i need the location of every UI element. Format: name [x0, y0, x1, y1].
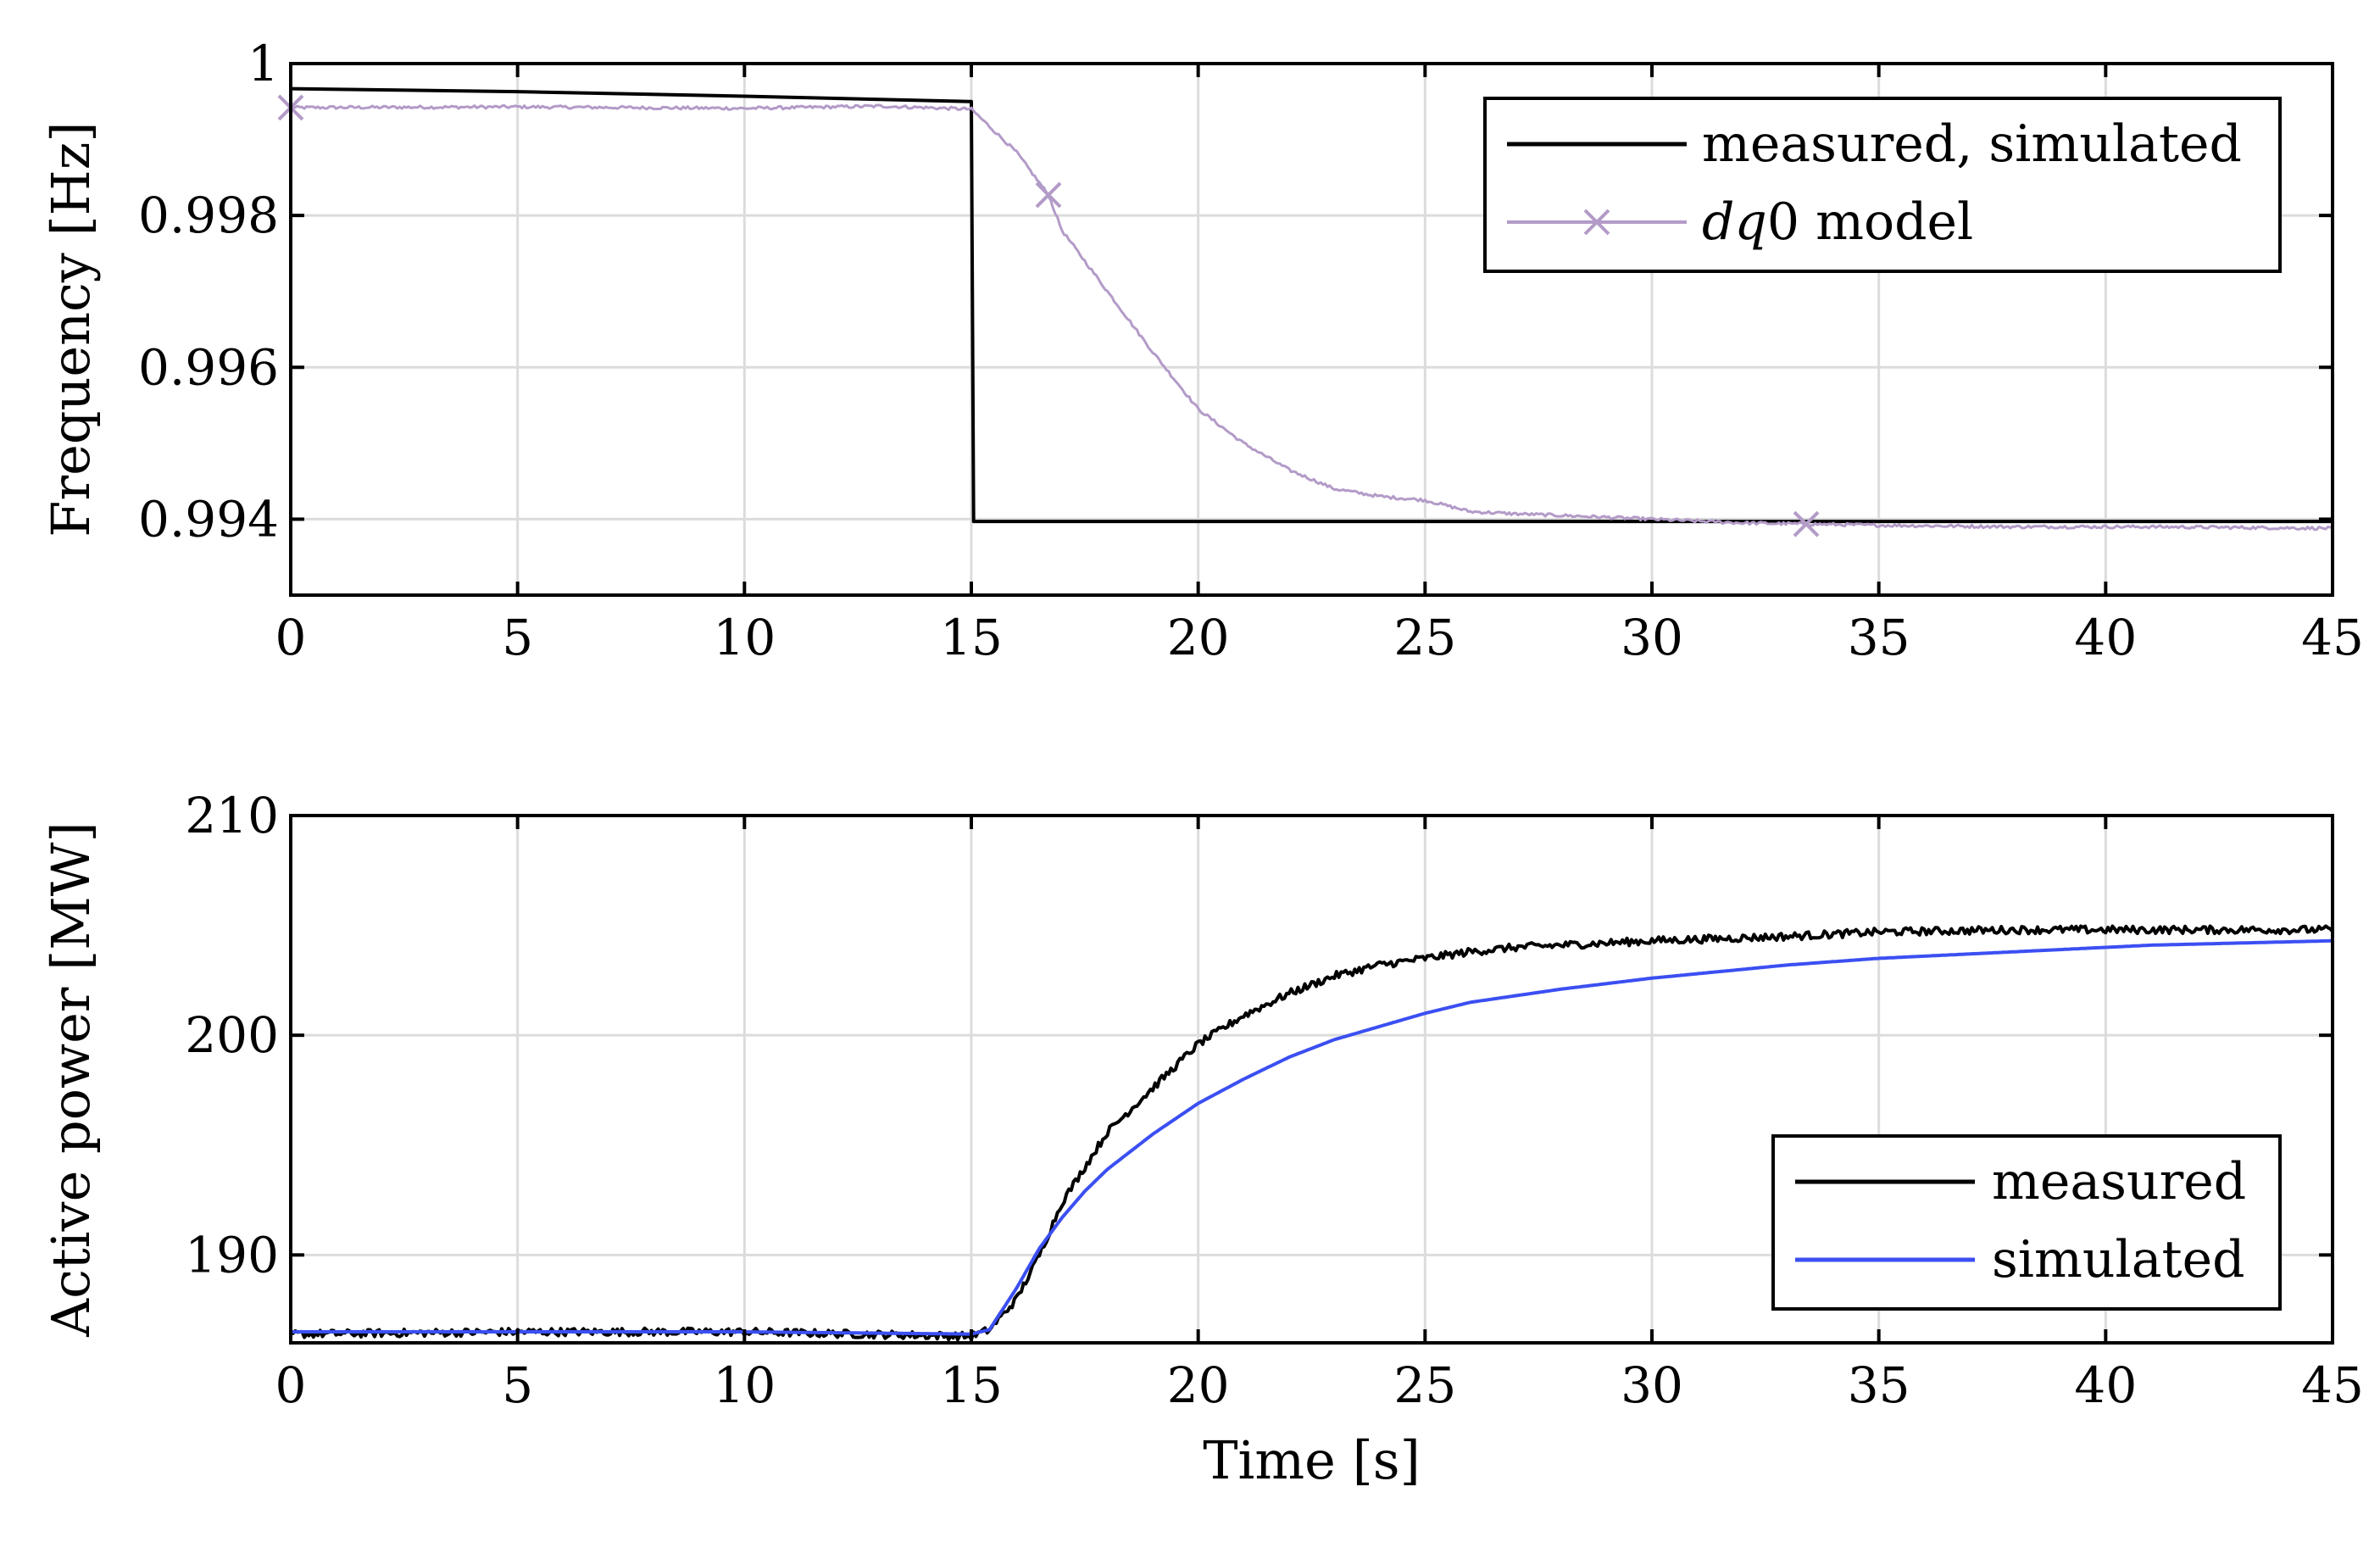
power-xtick-label-30: 30 [1621, 1356, 1683, 1414]
frequency-ytick-label-1: 0.996 [138, 338, 279, 396]
frequency-tick-labels: 0 5 10 15 20 25 30 35 40 45 0.994 0.996 0.998 1 [138, 35, 2364, 666]
power-ticks [289, 814, 2334, 1343]
power-ytick-label-0: 190 [185, 1226, 279, 1284]
legend-label-dq0-italic: dq [1702, 192, 1767, 252]
frequency-ticks [289, 62, 2334, 595]
frequency-xtick-label-35: 35 [1848, 609, 1910, 666]
power-ytick-label-2: 210 [185, 787, 279, 844]
power-xtick-label-25: 25 [1393, 1356, 1456, 1414]
legend-marker-dq0 [1583, 209, 1610, 236]
frequency-ytick-label-0: 0.994 [138, 490, 279, 548]
power-legend: measured simulated [1771, 1134, 2282, 1311]
power-xtick-label-0: 0 [275, 1356, 307, 1414]
power-legend-box [1771, 1134, 2282, 1311]
active-power-chart: 0 5 10 15 20 25 30 35 40 45 190 200 210 Active power… [40, 787, 2364, 1491]
power-x-axis-label: Time [s] [1203, 1429, 1421, 1491]
legend-label-measured: measured [1992, 1152, 2246, 1211]
legend-label-dq0: dq0 model [1702, 192, 1973, 252]
power-xtick-label-20: 20 [1167, 1356, 1230, 1414]
frequency-ytick-label-3: 1 [247, 35, 279, 92]
frequency-xtick-label-25: 25 [1393, 609, 1456, 666]
frequency-xtick-label-10: 10 [713, 609, 776, 666]
frequency-axes-frame [289, 62, 2334, 597]
legend-label-measured-simulated: measured, simulated [1702, 114, 2242, 174]
frequency-dq0-marker-2 [1793, 510, 1820, 537]
frequency-xtick-label-5: 5 [502, 609, 533, 666]
frequency-dq0-marker-1 [1035, 181, 1062, 209]
frequency-xtick-label-40: 40 [2074, 609, 2137, 666]
power-xtick-label-10: 10 [713, 1356, 776, 1414]
frequency-ytick-label-2: 0.998 [138, 187, 279, 244]
frequency-xtick-label-30: 30 [1621, 609, 1683, 666]
power-xtick-label-45: 45 [2301, 1356, 2364, 1414]
frequency-chart: 0 5 10 15 20 25 30 35 40 45 0.994 0.996 0.998 1 Frequ… [40, 35, 2364, 666]
power-xtick-label-40: 40 [2074, 1356, 2137, 1414]
power-ytick-label-1: 200 [185, 1006, 279, 1064]
frequency-legend-box [1483, 97, 2282, 273]
frequency-series-measured-simulated-line [291, 86, 2333, 524]
frequency-xtick-label-20: 20 [1167, 609, 1230, 666]
frequency-series-dq0-model-line [291, 103, 2333, 532]
legend-label-dq0-rest: 0 model [1767, 192, 1973, 252]
power-xtick-label-35: 35 [1848, 1356, 1910, 1414]
frequency-xtick-label-0: 0 [275, 609, 307, 666]
power-y-axis-label: Active power [MW] [40, 821, 102, 1337]
power-xtick-label-15: 15 [940, 1356, 1003, 1414]
power-series-group [291, 924, 2333, 1342]
frequency-xtick-label-45: 45 [2301, 609, 2364, 666]
power-axes-frame [289, 814, 2334, 1345]
frequency-legend: measured, simulated dq0 model [1483, 97, 2282, 273]
power-series-simulated-line [291, 938, 2333, 1336]
power-tick-labels: 0 5 10 15 20 25 30 35 40 45 190 200 210 [185, 787, 2364, 1414]
frequency-y-axis-label: Frequency [Hz] [40, 121, 102, 537]
power-xtick-label-5: 5 [502, 1356, 533, 1414]
frequency-xtick-label-15: 15 [940, 609, 1003, 666]
legend-label-simulated: simulated [1992, 1230, 2245, 1289]
